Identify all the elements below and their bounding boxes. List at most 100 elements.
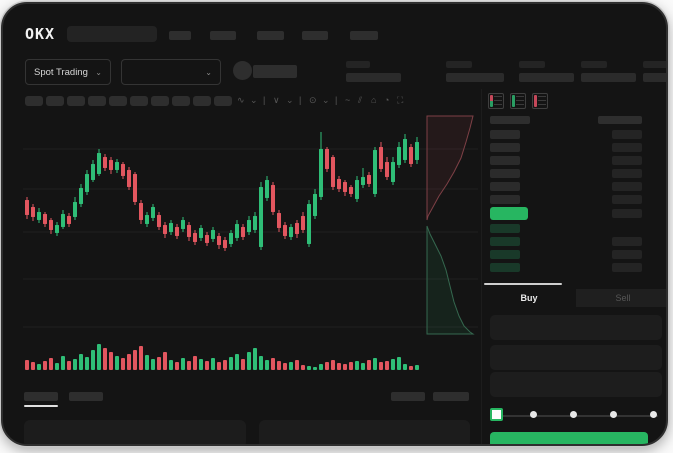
divider: |: [263, 95, 266, 105]
tab-buy[interactable]: Buy: [482, 289, 576, 307]
ask-row-price-skeleton: [490, 182, 520, 191]
slider-stop[interactable]: [530, 411, 537, 418]
market-type-dropdown[interactable]: Spot Trading ⌄: [25, 59, 111, 85]
nav-item[interactable]: [169, 31, 191, 40]
bottom-panel-skeleton: [24, 420, 246, 444]
bottom-action[interactable]: [433, 392, 469, 401]
timeframe-button[interactable]: [109, 96, 127, 106]
ask-row-amount-skeleton: [612, 195, 642, 204]
book-bids-icon[interactable]: [510, 93, 526, 109]
chevron-down-icon[interactable]: ⌄: [250, 95, 258, 105]
price-chart[interactable]: [23, 112, 478, 374]
bid-row-price-skeleton: [490, 250, 520, 259]
camera-icon[interactable]: ⌂: [371, 95, 377, 105]
timeframe-button[interactable]: [151, 96, 169, 106]
bid-row-price-skeleton: [490, 224, 520, 233]
orderbook-trade-panel: Buy Sell: [481, 89, 666, 444]
bottom-tab[interactable]: [69, 392, 103, 401]
stat-label-skeleton: [346, 61, 370, 68]
stat-label-skeleton: [446, 61, 472, 68]
rows-glyph: [516, 96, 524, 106]
pair-selector-dropdown[interactable]: ⌄: [121, 59, 221, 85]
orderbook-header-left: [490, 116, 530, 124]
book-asks-icon[interactable]: [532, 93, 548, 109]
stat-label-skeleton: [643, 61, 666, 68]
candle-style-icon[interactable]: ∨: [273, 95, 280, 105]
chevron-down-icon: ⌄: [95, 67, 102, 77]
timeframe-button[interactable]: [25, 96, 43, 106]
bid-row-price-skeleton: [490, 237, 520, 246]
bid-row-amount-skeleton: [612, 250, 642, 259]
slider-stop[interactable]: [570, 411, 577, 418]
line-tool-icon[interactable]: ~: [345, 95, 351, 105]
slider-stop[interactable]: [650, 411, 657, 418]
timeframe-button[interactable]: [172, 96, 190, 106]
accent-bar: [490, 95, 493, 107]
market-type-label: Spot Trading: [34, 66, 88, 78]
bottom-action[interactable]: [391, 392, 425, 401]
ask-row-amount-skeleton: [612, 182, 642, 191]
ask-row-amount-skeleton: [612, 130, 642, 139]
ask-row-price-skeleton: [490, 195, 520, 204]
timeframe-button[interactable]: [46, 96, 64, 106]
overlay-icon[interactable]: ⊙: [309, 95, 317, 105]
scrollbar[interactable]: [484, 283, 562, 285]
slider-stop[interactable]: [610, 411, 617, 418]
okx-logo: OKX: [25, 25, 56, 43]
depth-bids-area: [426, 225, 475, 335]
chevron-down-icon[interactable]: ⌄: [322, 95, 330, 105]
candles-group: [25, 132, 419, 251]
buy-submit-button[interactable]: [490, 432, 648, 444]
nav-item[interactable]: [302, 31, 328, 40]
chevron-down-icon: ⌄: [205, 67, 212, 77]
timeframe-button[interactable]: [130, 96, 148, 106]
book-combined-icon[interactable]: [488, 93, 504, 109]
stat-value-skeleton: [643, 73, 666, 82]
coin-avatar: [233, 61, 252, 80]
order-input-field[interactable]: [490, 372, 662, 397]
stat-value-skeleton: [346, 73, 401, 82]
accent-bar: [534, 95, 537, 107]
ask-row-amount-skeleton: [612, 143, 642, 152]
history-icon[interactable]: ◔: [384, 95, 390, 105]
order-input-field[interactable]: [490, 345, 662, 370]
trading-app-window: OKX Spot Trading ⌄ ⌄ ∿ ⌄ | ∨ ⌄ | ⊙ ⌄ | ~ ⫽ ⌂ ◔ ⛶: [1, 2, 668, 446]
nav-item[interactable]: [350, 31, 378, 40]
search-input[interactable]: [67, 26, 157, 42]
tab-sell[interactable]: Sell: [576, 289, 666, 307]
nav-item[interactable]: [210, 31, 236, 40]
divider: |: [335, 95, 338, 105]
stat-value-skeleton: [519, 73, 574, 82]
accent-bar: [512, 95, 515, 107]
fullscreen-icon[interactable]: ⛶: [397, 95, 404, 105]
timeframe-button[interactable]: [67, 96, 85, 106]
depth-asks-area: [426, 115, 474, 221]
depth-chart: [426, 115, 475, 335]
chevron-down-icon[interactable]: ⌄: [286, 95, 294, 105]
ask-row-price-skeleton: [490, 143, 520, 152]
indicators-icon[interactable]: ∿: [237, 95, 245, 105]
orderbook-header-right: [598, 116, 642, 124]
rows-glyph: [538, 96, 546, 106]
timeframe-button[interactable]: [193, 96, 211, 106]
rows-glyph: [494, 96, 502, 106]
ask-row-price-skeleton: [490, 156, 520, 165]
price-row-amount-skeleton: [612, 209, 642, 218]
order-input-field[interactable]: [490, 315, 662, 340]
slider-handle[interactable]: [490, 408, 503, 421]
measure-icon[interactable]: ⫽: [358, 95, 363, 105]
ask-row-amount-skeleton: [612, 156, 642, 165]
volume-bars-group: [25, 344, 419, 370]
ask-row-price-skeleton: [490, 169, 520, 178]
stat-label-skeleton: [519, 61, 545, 68]
timeframe-button[interactable]: [88, 96, 106, 106]
stat-label-skeleton: [581, 61, 607, 68]
stat-value-skeleton: [581, 73, 636, 82]
ask-row-amount-skeleton: [612, 169, 642, 178]
stat-value-skeleton: [446, 73, 504, 82]
bottom-tab[interactable]: [24, 392, 58, 401]
nav-item[interactable]: [257, 31, 284, 40]
bottom-panel-skeleton: [259, 420, 470, 444]
timeframe-button[interactable]: [214, 96, 232, 106]
